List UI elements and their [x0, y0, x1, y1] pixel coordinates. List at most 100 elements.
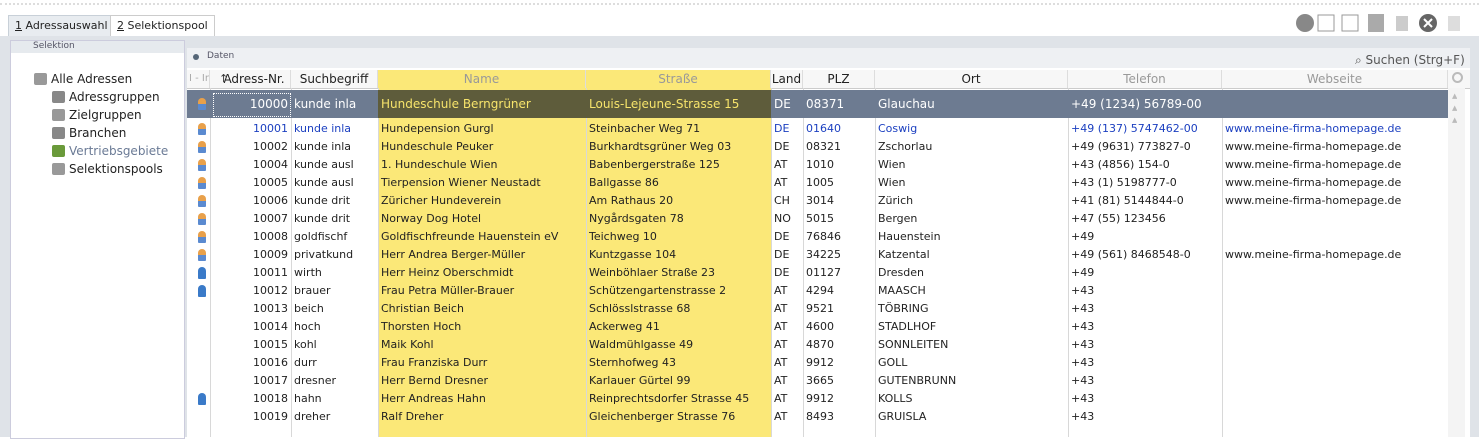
- cell[interactable]: AT: [774, 392, 788, 405]
- cell[interactable]: Sternhofweg 43: [589, 356, 676, 369]
- cell[interactable]: GOLL: [878, 356, 908, 369]
- cell[interactable]: DE: [774, 140, 790, 153]
- cell[interactable]: AT: [774, 374, 788, 387]
- cell[interactable]: Frau Franziska Durr: [381, 356, 488, 369]
- cell[interactable]: Bergen: [878, 212, 918, 225]
- cell[interactable]: Dresden: [878, 266, 924, 279]
- cell[interactable]: 4294: [806, 284, 834, 297]
- column-header[interactable]: Webseite: [1222, 70, 1448, 88]
- cell[interactable]: Goldfischfreunde Hauenstein eV: [381, 230, 559, 243]
- cell[interactable]: Nygårdsgaten 78: [589, 212, 684, 225]
- cell[interactable]: brauer: [294, 284, 331, 297]
- cell[interactable]: hoch: [294, 320, 321, 333]
- cell[interactable]: GUTENBRUNN: [878, 374, 957, 387]
- cell[interactable]: Teichweg 10: [589, 230, 657, 243]
- cell[interactable]: Hundeschule Peuker: [381, 140, 494, 153]
- search-label[interactable]: Suchen (Strg+F): [1365, 53, 1465, 67]
- cell[interactable]: www.meine-firma-homepage.de: [1225, 194, 1402, 207]
- column-header[interactable]: Straße: [586, 70, 771, 88]
- cell[interactable]: NO: [774, 212, 791, 225]
- cell[interactable]: Hauenstein: [878, 230, 941, 243]
- cell[interactable]: 10018: [253, 392, 288, 405]
- cell[interactable]: AT: [774, 158, 788, 171]
- cell[interactable]: wirth: [294, 266, 322, 279]
- cell[interactable]: +43 (4856) 154-0: [1071, 158, 1170, 171]
- cell[interactable]: durr: [294, 356, 317, 369]
- cell[interactable]: GRUISLA: [878, 410, 927, 423]
- cell[interactable]: 1. Hundeschule Wien: [381, 158, 498, 171]
- cell[interactable]: 9912: [806, 392, 834, 405]
- cell[interactable]: 01127: [806, 266, 841, 279]
- cell[interactable]: Waldmühlgasse 49: [589, 338, 694, 351]
- cell[interactable]: 10013: [253, 302, 288, 315]
- cell[interactable]: dresner: [294, 374, 337, 387]
- cell[interactable]: +49 (137) 5747462-00: [1071, 122, 1198, 135]
- cell[interactable]: 9912: [806, 356, 834, 369]
- cell[interactable]: +43: [1071, 392, 1095, 405]
- cell[interactable]: +49 (1234) 56789-00: [1071, 97, 1202, 111]
- cell[interactable]: Ackerweg 41: [589, 320, 660, 333]
- cell[interactable]: CH: [774, 194, 790, 207]
- cell[interactable]: Wien: [878, 158, 906, 171]
- cell[interactable]: +43: [1071, 410, 1095, 423]
- tab[interactable]: 2 Selektionspool: [110, 15, 215, 36]
- cell[interactable]: Herr Andrea Berger-Müller: [381, 248, 526, 261]
- column-header[interactable]: PLZ: [803, 70, 875, 88]
- cell[interactable]: Schlösslstrasse 68: [589, 302, 691, 315]
- tree-item[interactable]: Alle Adressen: [51, 72, 133, 86]
- tree-item[interactable]: Zielgruppen: [69, 108, 142, 122]
- cell[interactable]: Reinprechtsdorfer Strasse 45: [589, 392, 750, 405]
- cell[interactable]: kunde inla: [294, 97, 357, 111]
- tree-item[interactable]: Vertriebsgebiete: [69, 144, 169, 158]
- cell[interactable]: +49: [1071, 230, 1095, 243]
- column-header[interactable]: Name: [378, 70, 586, 88]
- cell[interactable]: Ralf Dreher: [381, 410, 444, 423]
- cell[interactable]: 10016: [253, 356, 288, 369]
- cell[interactable]: 10007: [253, 212, 288, 225]
- cell[interactable]: www.meine-firma-homepage.de: [1225, 248, 1402, 261]
- tree-item[interactable]: Branchen: [69, 126, 127, 140]
- cell[interactable]: Herr Andreas Hahn: [381, 392, 486, 405]
- cell[interactable]: Babenbergerstraße 125: [589, 158, 720, 171]
- tree-item[interactable]: Selektionspools: [69, 162, 163, 176]
- cell[interactable]: kunde ausl: [294, 176, 354, 189]
- cell[interactable]: +43: [1071, 302, 1095, 315]
- cell[interactable]: Herr Heinz Oberschmidt: [381, 266, 514, 279]
- search[interactable]: ⌕ Suchen (Strg+F): [1355, 53, 1465, 67]
- cell[interactable]: +43: [1071, 374, 1095, 387]
- cell[interactable]: Ballgasse 86: [589, 176, 659, 189]
- cell[interactable]: 10011: [253, 266, 288, 279]
- column-header[interactable]: Land: [771, 70, 803, 88]
- cell[interactable]: Tierpension Wiener Neustadt: [381, 176, 541, 189]
- cell[interactable]: Am Rathaus 20: [589, 194, 674, 207]
- cell[interactable]: hahn: [294, 392, 322, 405]
- column-header[interactable]: Ort: [875, 70, 1068, 88]
- column-header[interactable]: Adress-Nr.: [210, 70, 291, 88]
- cell[interactable]: +49: [1071, 266, 1095, 279]
- cell[interactable]: kunde drit: [294, 194, 351, 207]
- tree-item[interactable]: Adressgruppen: [69, 90, 160, 104]
- cell[interactable]: MAASCH: [878, 284, 926, 297]
- cell[interactable]: 5015: [806, 212, 834, 225]
- cell[interactable]: 10005: [253, 176, 288, 189]
- cell[interactable]: 10000: [249, 97, 288, 111]
- cell[interactable]: AT: [774, 302, 788, 315]
- cell[interactable]: 10006: [253, 194, 288, 207]
- cell[interactable]: 34225: [806, 248, 841, 261]
- cell[interactable]: kunde ausl: [294, 158, 354, 171]
- cell[interactable]: kohl: [294, 338, 317, 351]
- cell[interactable]: 08321: [806, 140, 841, 153]
- cell[interactable]: Thorsten Hoch: [381, 320, 462, 333]
- cell[interactable]: Christian Beich: [381, 302, 464, 315]
- cell[interactable]: DE: [774, 97, 791, 111]
- cell[interactable]: Züricher Hundeverein: [381, 194, 502, 207]
- cell[interactable]: AT: [774, 284, 788, 297]
- cell[interactable]: STADLHOF: [878, 320, 937, 333]
- cell[interactable]: 1005: [806, 176, 834, 189]
- cell[interactable]: AT: [774, 176, 788, 189]
- cell[interactable]: 10002: [253, 140, 288, 153]
- cell[interactable]: +43: [1071, 356, 1095, 369]
- cell[interactable]: kunde drit: [294, 212, 351, 225]
- cell[interactable]: AT: [774, 410, 788, 423]
- cell[interactable]: 76846: [806, 230, 841, 243]
